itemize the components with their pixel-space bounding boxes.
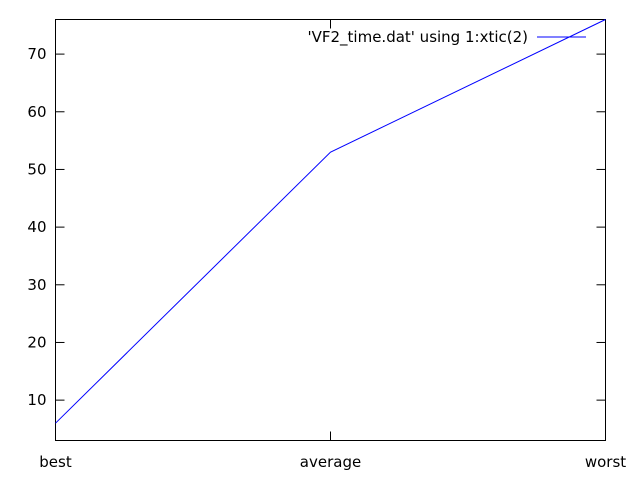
x-tick-label: worst — [585, 453, 626, 471]
y-tick-label: 20 — [27, 333, 46, 351]
legend-label: 'VF2_time.dat' using 1:xtic(2) — [307, 28, 528, 47]
plot-frame — [55, 19, 606, 441]
x-tick-label: best — [39, 453, 72, 471]
y-axis: 10 20 30 40 50 60 70 — [27, 45, 606, 409]
series-layer — [55, 19, 606, 424]
y-tick-label: 60 — [27, 103, 46, 121]
x-axis: best average worst — [39, 19, 626, 471]
y-tick-label: 40 — [27, 218, 46, 236]
y-tick-label: 30 — [27, 276, 46, 294]
y-tick-label: 50 — [27, 160, 46, 178]
series-line — [55, 19, 606, 424]
y-tick-label: 70 — [27, 45, 46, 63]
legend: 'VF2_time.dat' using 1:xtic(2) — [307, 28, 586, 47]
x-tick-label: average — [300, 453, 361, 471]
y-tick-label: 10 — [27, 391, 46, 409]
